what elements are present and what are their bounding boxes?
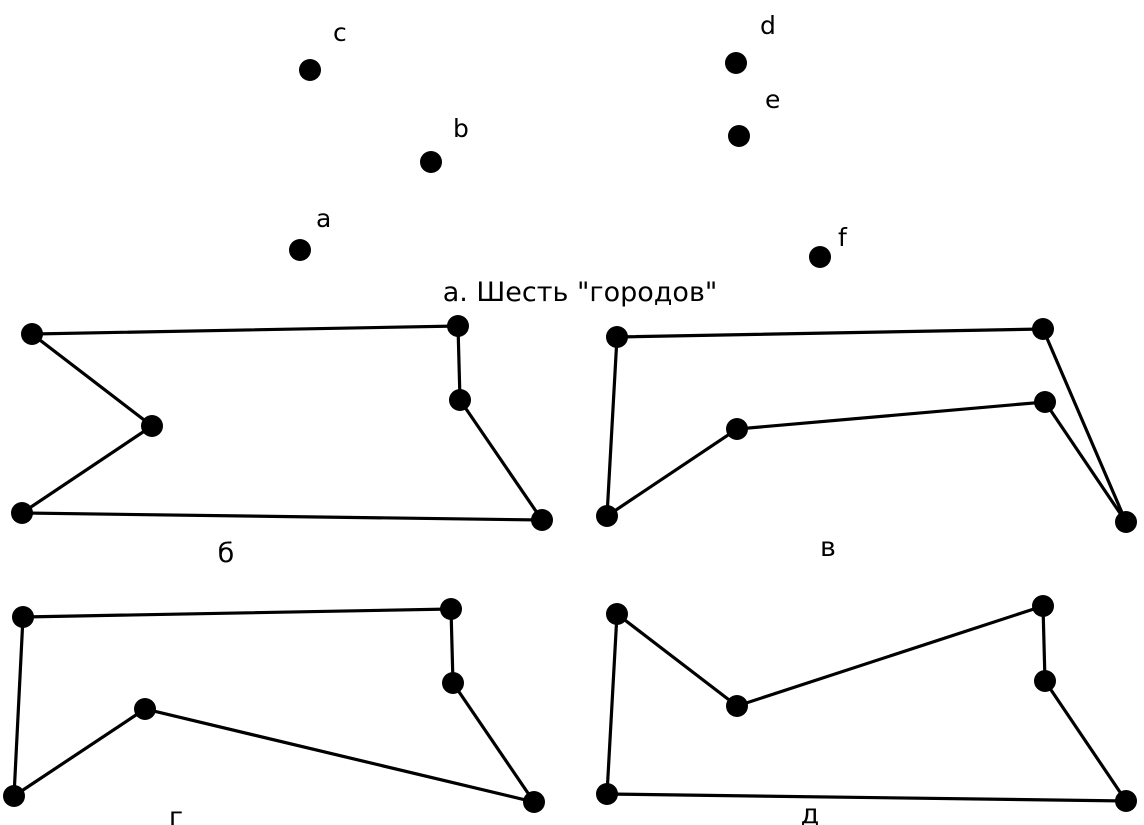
route-d-node-f (1115, 790, 1137, 812)
route-v-node-c (606, 326, 628, 348)
caption-route-v: в (820, 532, 836, 563)
route-b-node-a (11, 502, 33, 524)
caption-route-d: д (801, 799, 820, 825)
route-b-tour (16, 324, 546, 522)
route-v-node-b (726, 418, 748, 440)
route-b-node-d (447, 315, 469, 337)
caption-route-b: б (218, 538, 235, 569)
route-b-node-b (141, 415, 163, 437)
route-g-node-c (12, 606, 34, 628)
city-b-label: b (453, 114, 469, 143)
city-a-node (289, 239, 311, 261)
caption-route-g: г (169, 802, 183, 825)
route-d-tour (605, 603, 1130, 803)
route-b-node-e (449, 389, 471, 411)
city-f-node (809, 246, 831, 268)
city-e-label: e (765, 85, 780, 114)
city-b-node (420, 151, 442, 173)
route-v-node-e (1034, 391, 1056, 413)
route-d-node-a (596, 783, 618, 805)
route-d-node-e (1034, 670, 1056, 692)
city-c-node (299, 59, 321, 81)
route-b-node-f (531, 509, 553, 531)
route-d-node-b (726, 695, 748, 717)
panel-cities: c b a d e f а. Шесть "городов" (289, 11, 848, 308)
route-d-node-c (606, 603, 628, 625)
city-a-label: a (316, 204, 331, 233)
panel-route-b: б (11, 315, 553, 569)
city-d-label: d (760, 11, 776, 40)
caption-six-cities: а. Шесть "городов" (443, 277, 718, 308)
route-v-node-f (1115, 511, 1137, 533)
city-d-node (725, 52, 747, 74)
city-c-label: c (333, 18, 347, 47)
route-g-node-d (440, 598, 462, 620)
route-g-node-e (442, 672, 464, 694)
route-g-node-b (134, 698, 156, 720)
route-g-tour (12, 607, 538, 805)
route-b-node-c (21, 323, 43, 345)
panel-route-d: д (596, 595, 1137, 825)
panel-route-g: г (3, 598, 545, 825)
panel-route-v: в (596, 318, 1137, 563)
city-f-label: f (838, 223, 848, 252)
route-v-node-a (596, 505, 618, 527)
route-v-tour (605, 327, 1128, 523)
route-d-node-d (1032, 595, 1054, 617)
route-g-node-a (3, 785, 25, 807)
city-e-node (728, 125, 750, 147)
route-g-node-f (523, 791, 545, 813)
route-v-node-d (1032, 318, 1054, 340)
